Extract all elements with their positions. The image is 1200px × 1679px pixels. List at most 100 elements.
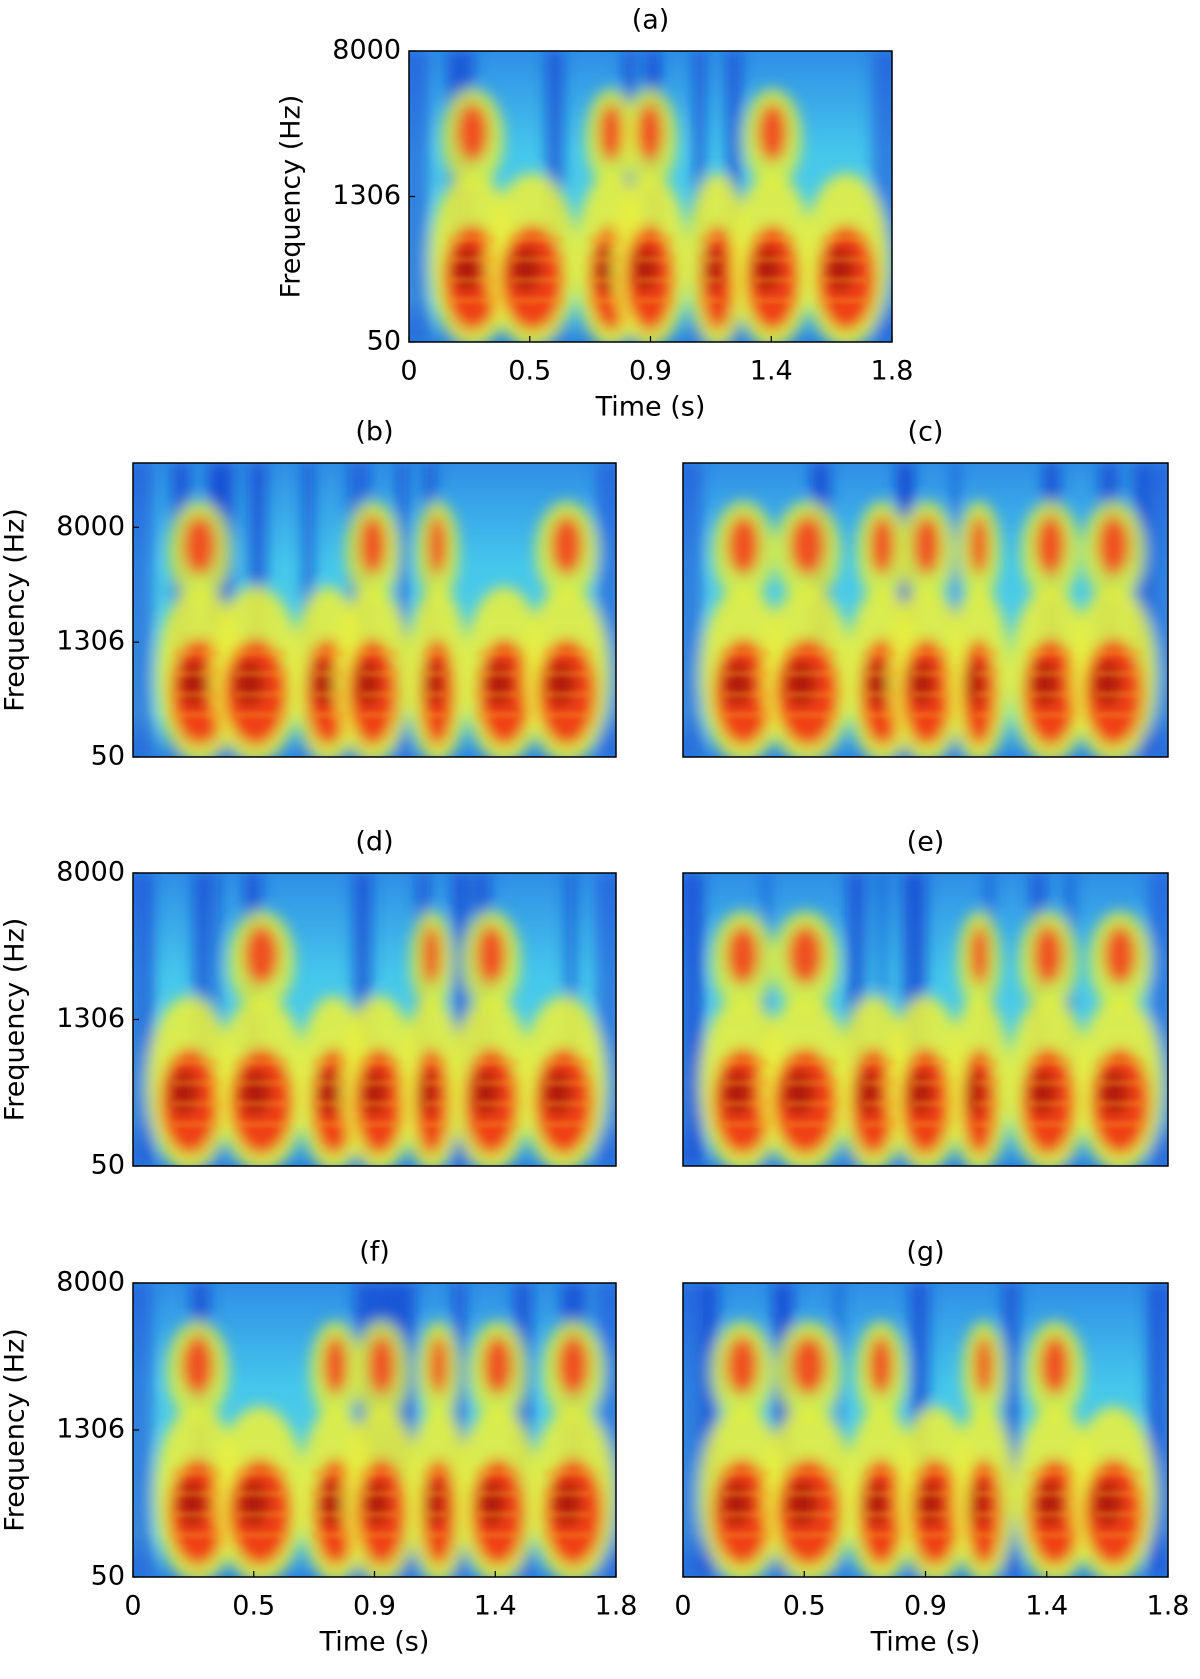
harmonic-band xyxy=(863,1060,896,1065)
panel-title: (a) xyxy=(632,5,670,36)
panel-title: (f) xyxy=(359,1237,390,1268)
energy-core xyxy=(179,659,209,708)
x-tick-label: 0.9 xyxy=(629,356,672,387)
harmonic-band xyxy=(361,1512,398,1517)
harmonic-band xyxy=(544,1081,591,1086)
harmonic-band xyxy=(448,277,495,282)
x-tick-label: 0 xyxy=(124,1591,141,1622)
harmonic-band xyxy=(722,671,770,676)
harmonic-band xyxy=(912,712,949,717)
harmonic-band xyxy=(588,298,621,303)
x-tick-label: 0 xyxy=(400,356,417,387)
y-tick-label: 1306 xyxy=(56,626,125,657)
energy-high xyxy=(428,515,447,575)
energy-high xyxy=(599,103,623,162)
harmonic-band xyxy=(912,1122,949,1127)
energy-core xyxy=(239,1069,271,1117)
panel-title: (e) xyxy=(907,827,945,858)
harmonic-band xyxy=(912,1491,949,1496)
harmonic-band xyxy=(637,237,674,242)
harmonic-band xyxy=(912,1081,949,1086)
harmonic-band xyxy=(912,1060,949,1065)
energy-core xyxy=(786,1479,819,1528)
harmonic-band xyxy=(975,1060,998,1065)
harmonic-band xyxy=(1028,712,1070,717)
harmonic-band xyxy=(423,692,446,697)
harmonic-band xyxy=(423,712,446,717)
harmonic-band xyxy=(312,692,345,697)
energy-high xyxy=(476,925,506,985)
spectrogram-image xyxy=(683,1283,1168,1577)
harmonic-band xyxy=(477,1101,519,1106)
harmonic-band xyxy=(312,712,345,717)
spectrogram-energy xyxy=(683,463,1168,757)
spectrogram-image xyxy=(409,51,892,342)
spectrogram-image xyxy=(133,873,616,1166)
energy-core xyxy=(543,1069,573,1117)
harmonic-band xyxy=(423,1081,446,1086)
energy-core xyxy=(783,1069,815,1117)
panel: (e) xyxy=(682,827,1169,1167)
harmonic-band xyxy=(312,651,345,656)
harmonic-band xyxy=(1096,692,1143,697)
low-energy-streak xyxy=(1002,1283,1011,1577)
energy-high xyxy=(636,103,664,162)
harmonic-band xyxy=(912,1532,949,1537)
y-tick-label: 8000 xyxy=(56,511,125,542)
harmonics xyxy=(172,651,591,717)
panel: (d) 50 1306 8000 Frequency (Hz) xyxy=(0,827,617,1181)
harmonic-band xyxy=(448,298,495,303)
low-energy-streak xyxy=(1011,1283,1020,1577)
harmonic-band xyxy=(1028,1122,1070,1127)
x-tick-label: 1.8 xyxy=(1147,1591,1190,1622)
energy-core xyxy=(1036,1479,1063,1528)
energy-core xyxy=(825,245,855,293)
harmonic-band xyxy=(544,1512,591,1517)
energy-high xyxy=(244,925,279,985)
low-energy-streak xyxy=(951,463,959,757)
harmonic-band xyxy=(172,1081,219,1086)
harmonic-band xyxy=(753,237,795,242)
harmonic-band xyxy=(912,1101,949,1106)
harmonic-band xyxy=(511,257,563,262)
energy-core xyxy=(1093,1479,1123,1528)
energy-high xyxy=(483,1335,513,1395)
harmonic-band xyxy=(361,1081,398,1086)
harmonic-band xyxy=(975,712,998,717)
harmonic-band xyxy=(423,1471,446,1476)
x-tick-label: 1.4 xyxy=(1025,1591,1068,1622)
low-energy-edge xyxy=(133,463,153,757)
harmonic-band xyxy=(477,692,519,697)
harmonic-band xyxy=(312,1471,345,1476)
harmonic-band xyxy=(1028,1471,1070,1476)
harmonic-band xyxy=(477,1471,519,1476)
harmonic-band xyxy=(312,1122,345,1127)
harmonic-band xyxy=(1096,1081,1143,1086)
energy-core xyxy=(705,245,723,293)
harmonic-band xyxy=(1028,651,1070,656)
harmonic-band xyxy=(477,1122,519,1127)
harmonic-band xyxy=(912,1512,949,1517)
energy-core xyxy=(722,1069,752,1117)
harmonic-band xyxy=(477,651,519,656)
harmonic-band xyxy=(172,712,219,717)
panel: (b) 50 1306 8000 Frequency (Hz) xyxy=(0,417,617,772)
harmonic-band xyxy=(361,651,398,656)
energy-high xyxy=(969,515,989,575)
harmonic-band xyxy=(975,1122,998,1127)
panel: (f) 0 0.5 0.9 1.4 1.8 Time (s) 50 1306 8000 Freque… xyxy=(0,1237,637,1658)
harmonics xyxy=(448,237,867,303)
harmonic-band xyxy=(361,692,398,697)
harmonic-band xyxy=(477,671,519,676)
harmonic-band xyxy=(423,671,446,676)
harmonic-band xyxy=(1096,671,1143,676)
harmonic-band xyxy=(863,712,896,717)
harmonic-band xyxy=(235,671,287,676)
energy-core xyxy=(510,245,542,293)
harmonic-band xyxy=(753,298,795,303)
energy-high xyxy=(974,1335,994,1395)
harmonic-band xyxy=(511,237,563,242)
energy-core xyxy=(452,245,482,293)
harmonic-band xyxy=(1028,692,1070,697)
